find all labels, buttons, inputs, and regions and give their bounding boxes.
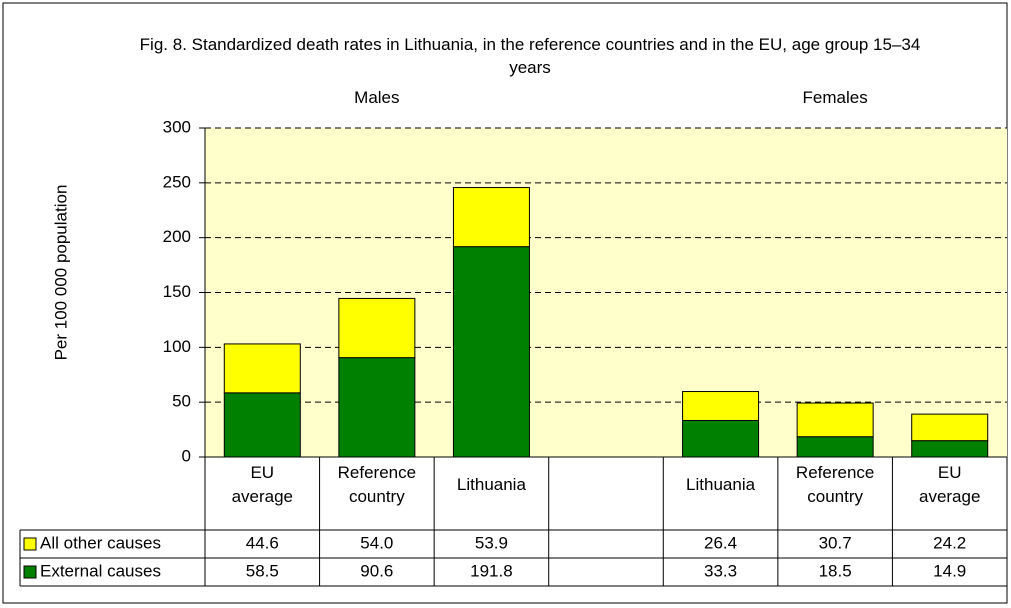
legend-label: External causes <box>40 561 161 580</box>
y-tick-label: 150 <box>163 282 191 301</box>
bar-segment <box>452 246 530 458</box>
legend-swatch <box>23 565 37 579</box>
x-tick-label: Reference country <box>337 462 417 506</box>
table-value: 58.5 <box>246 561 279 580</box>
table-value: 44.6 <box>246 533 279 552</box>
table-value: 54.0 <box>360 533 393 552</box>
x-tick-label: Lithuania <box>456 474 526 494</box>
x-tick-label: Lithuania <box>686 474 756 494</box>
table-value: 18.5 <box>819 561 852 580</box>
table-value: 90.6 <box>360 561 393 580</box>
y-tick-label: 250 <box>163 172 191 191</box>
bar-segment <box>452 187 530 248</box>
table-value: 14.9 <box>933 561 966 580</box>
bar-segment <box>223 343 301 394</box>
bar-segment <box>796 436 874 458</box>
y-tick-label: 0 <box>182 446 191 465</box>
y-axis-label: Per 100 000 population <box>51 185 70 361</box>
group-label: Females <box>802 88 868 107</box>
bar-segment <box>223 392 301 458</box>
table-value: 53.9 <box>475 533 508 552</box>
y-tick-label: 200 <box>163 227 191 246</box>
table-value: 26.4 <box>704 533 737 552</box>
bar-segment <box>682 419 760 458</box>
y-tick-label: 100 <box>163 337 191 356</box>
table-value: 191.8 <box>470 561 513 580</box>
bar-segment <box>796 402 874 438</box>
table-value: 33.3 <box>704 561 737 580</box>
bar-segment <box>338 297 416 359</box>
table-value: 30.7 <box>819 533 852 552</box>
bar-segment <box>911 413 989 442</box>
bar-segment <box>338 357 416 458</box>
legend-swatch <box>23 537 37 551</box>
y-tick-label: 300 <box>163 117 191 136</box>
x-tick-label: Reference country <box>795 462 875 506</box>
group-label: Males <box>354 88 400 107</box>
legend-label: All other causes <box>40 533 161 552</box>
table-value: 24.2 <box>933 533 966 552</box>
x-tick-label: EU average <box>231 462 293 506</box>
bar-segment <box>911 440 989 458</box>
bar-segment <box>682 391 760 421</box>
x-tick-label: EU average <box>918 462 981 506</box>
chart-title: Fig. 8. Standardized death rates in Lith… <box>139 35 921 77</box>
y-tick-label: 50 <box>172 392 191 411</box>
